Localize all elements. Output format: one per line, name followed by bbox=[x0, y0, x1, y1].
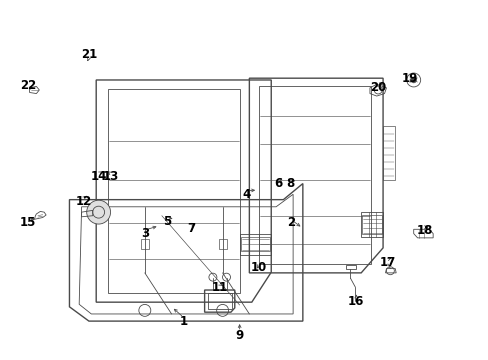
Text: 22: 22 bbox=[20, 79, 36, 92]
Text: 18: 18 bbox=[415, 224, 432, 237]
Text: 17: 17 bbox=[379, 256, 395, 269]
Text: 10: 10 bbox=[250, 261, 266, 274]
Text: 20: 20 bbox=[369, 81, 386, 94]
Text: 3: 3 bbox=[141, 227, 148, 240]
Circle shape bbox=[86, 200, 110, 224]
Text: 6: 6 bbox=[274, 177, 282, 190]
Text: 1: 1 bbox=[179, 315, 187, 328]
Text: 8: 8 bbox=[286, 177, 294, 190]
Text: 13: 13 bbox=[102, 170, 119, 183]
Text: 4: 4 bbox=[243, 188, 250, 201]
Text: 11: 11 bbox=[212, 281, 228, 294]
Text: 19: 19 bbox=[401, 72, 417, 85]
Text: 9: 9 bbox=[235, 329, 243, 342]
Text: 12: 12 bbox=[76, 195, 92, 208]
Text: 2: 2 bbox=[286, 216, 294, 229]
Text: 16: 16 bbox=[347, 295, 364, 308]
Text: 15: 15 bbox=[20, 216, 36, 229]
Circle shape bbox=[410, 77, 416, 83]
Bar bbox=[218, 239, 226, 249]
Text: 7: 7 bbox=[186, 222, 195, 235]
Bar bbox=[141, 239, 148, 249]
Text: 14: 14 bbox=[90, 170, 106, 183]
Text: 21: 21 bbox=[81, 49, 97, 62]
Text: 5: 5 bbox=[162, 215, 170, 228]
